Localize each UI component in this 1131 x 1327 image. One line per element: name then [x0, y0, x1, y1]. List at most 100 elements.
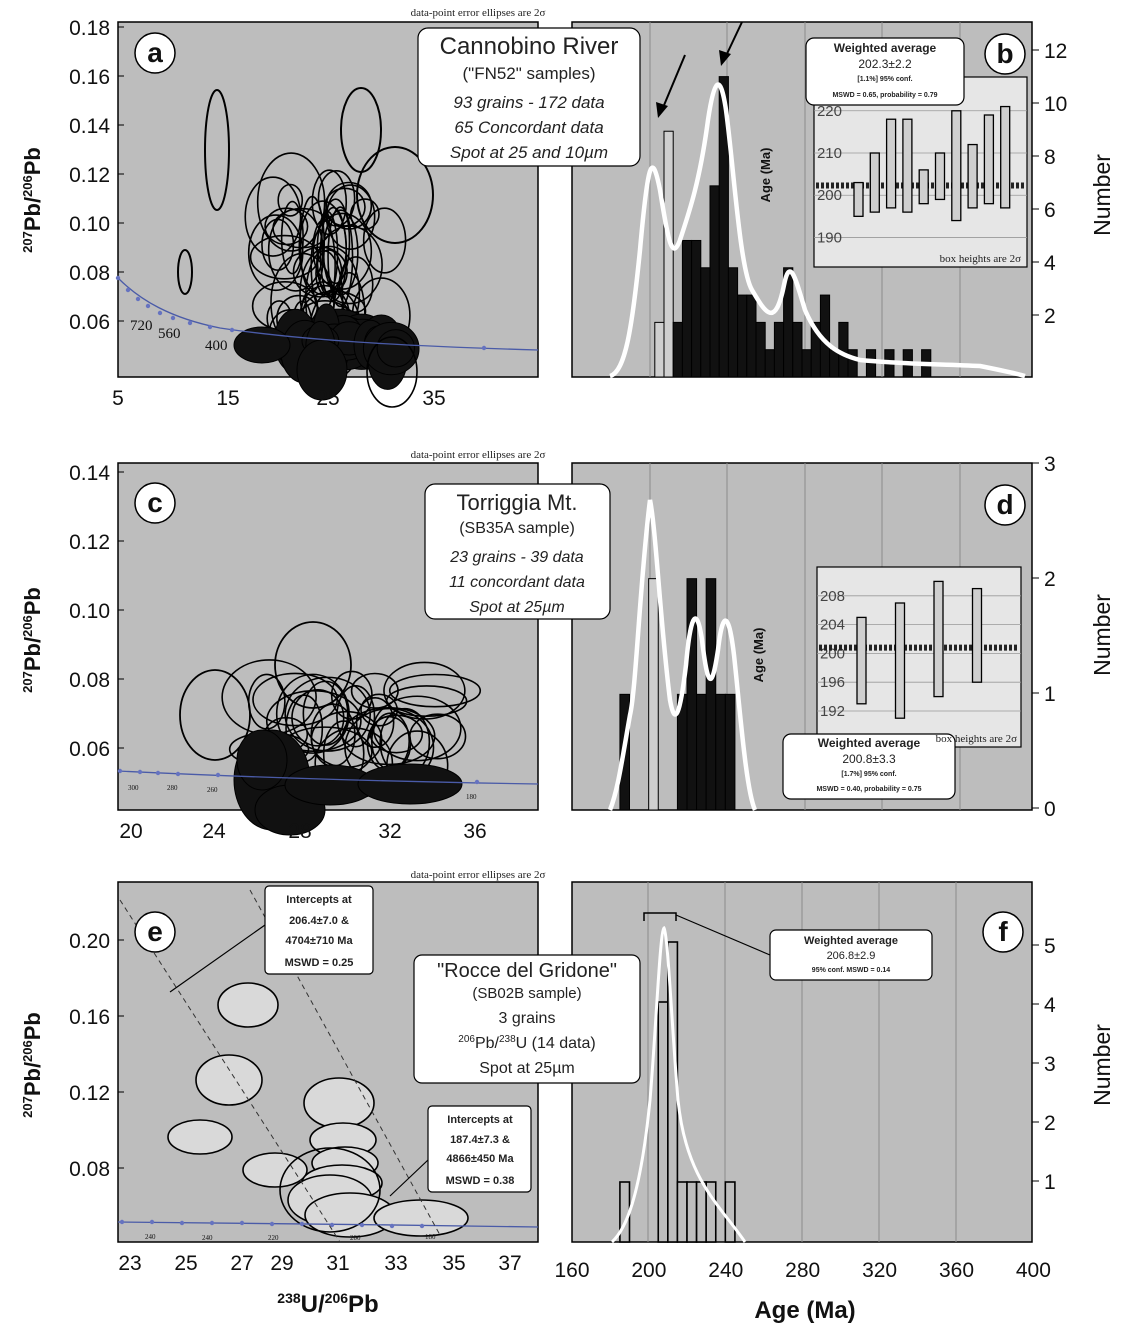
panel-e-top-note: data-point error ellipses are 2σ [411, 869, 546, 881]
svg-text:d: d [996, 489, 1013, 520]
panel-d-inset-ylabel: Age (Ma) [751, 628, 766, 683]
svg-text:260: 260 [207, 786, 218, 794]
panel-e-box-isotope-line: 206Pb/238U (14 data) [458, 1034, 595, 1052]
panel-f-histogram [619, 941, 736, 1243]
panel-b-histogram-bar [746, 294, 757, 378]
panel-b-inset-ytick: 190 [817, 229, 842, 246]
panel-a-ytick: 0.10 [69, 213, 110, 236]
panel-e-label: e [134, 911, 176, 953]
svg-text:Weighted average: Weighted average [804, 935, 898, 947]
panel-b-histogram-bar [847, 349, 858, 378]
svg-text:"Rocce del Gridone": "Rocce del Gridone" [437, 960, 617, 982]
svg-text:Cannobino River: Cannobino River [440, 33, 619, 60]
data-ellipse [355, 696, 395, 749]
svg-text:4866±450 Ma: 4866±450 Ma [446, 1153, 514, 1165]
panel-e-discordia-line-1 [119, 899, 341, 1243]
panel-b-inset-ytick: 200 [817, 187, 842, 204]
data-ellipse [267, 208, 324, 292]
panel-b-arrow-2-head [719, 50, 731, 66]
panel-e-concordia-labels: 240 240 220 200 180 [145, 1233, 436, 1242]
panel-a-ytick: 0.08 [69, 262, 110, 285]
panel-d-age-box [856, 616, 867, 705]
panel-f-xtick: 200 [631, 1259, 666, 1282]
panel-b-inset-ytick: 210 [817, 145, 842, 162]
panel-a-ytick: 0.18 [69, 17, 110, 40]
data-ellipse [362, 207, 407, 274]
panel-b-age-box [951, 110, 962, 222]
panel-a-ytick: 0.14 [69, 115, 110, 138]
panel-c-concordia-labels: 300 280 260 180 [128, 784, 477, 801]
svg-text:65 Concordant data: 65 Concordant data [454, 118, 603, 137]
svg-text:MSWD = 0.38: MSWD = 0.38 [446, 1175, 515, 1187]
svg-text:[1.7%] 95% conf.: [1.7%] 95% conf. [841, 771, 896, 778]
panel-b-weighted-average-box: Weighted average 202.3±2.2 [1.1%] 95% co… [805, 37, 965, 106]
data-ellipse [388, 673, 482, 708]
svg-text:240: 240 [145, 1233, 156, 1241]
svg-text:93 grains - 172 data: 93 grains - 172 data [453, 93, 604, 112]
svg-text:Spot at 25 and 10µm: Spot at 25 and 10µm [450, 143, 608, 162]
panel-b-arrow-2 [724, 21, 743, 59]
svg-text:MSWD = 0.40, probability = 0.7: MSWD = 0.40, probability = 0.75 [816, 786, 921, 793]
svg-text:c: c [147, 487, 163, 518]
panel-f-histogram-bar [724, 1181, 736, 1243]
panel-d-inset-ytick: 196 [820, 674, 845, 691]
panel-b-inset-ylabel: Age (Ma) [758, 148, 773, 203]
svg-text:200.8±3.3: 200.8±3.3 [842, 752, 896, 766]
data-ellipse [279, 1147, 381, 1233]
panel-e-xtick: 29 [270, 1252, 293, 1275]
panel-e-ytick: 0.12 [69, 1082, 110, 1105]
panel-e-intercept-upper-box: Intercepts at 206.4±7.0 & 4704±710 Ma MS… [264, 885, 374, 975]
data-ellipse [357, 763, 463, 805]
panel-b-ytick: 4 [1044, 252, 1056, 275]
panel-e-intercept-lower-leader [389, 1159, 429, 1197]
data-ellipse [338, 256, 374, 313]
panel-e-intercept-upper-leader [169, 924, 266, 993]
panel-f-ytick: 3 [1044, 1053, 1056, 1076]
panel-b-age-box [918, 169, 929, 205]
panel-c-ytick: 0.06 [69, 738, 110, 761]
panel-a-ytick: 0.06 [69, 311, 110, 334]
panel-b-inset-ytick: 220 [817, 103, 842, 120]
data-ellipse [383, 661, 466, 720]
panel-a-xtick: 5 [112, 387, 124, 410]
svg-text:560: 560 [158, 326, 181, 342]
svg-text:4704±710 Ma: 4704±710 Ma [285, 935, 353, 947]
panel-d-ytick: 1 [1044, 683, 1056, 706]
panel-b-probability-curve [609, 82, 1026, 379]
svg-text:Intercepts at: Intercepts at [447, 1114, 513, 1126]
panel-a-xtick: 15 [216, 387, 239, 410]
panel-f-histogram-bar [705, 1181, 717, 1243]
svg-text:MSWD = 0.65, probability = 0.7: MSWD = 0.65, probability = 0.79 [832, 92, 937, 99]
svg-text:Weighted average: Weighted average [834, 41, 937, 55]
data-ellipse [217, 982, 279, 1028]
panel-c-ytick: 0.08 [69, 669, 110, 692]
panel-b-ytick: 12 [1044, 40, 1067, 63]
panel-b-inset-grid: 190 200 210 220 [814, 103, 1027, 246]
svg-text:Torriggia Mt.: Torriggia Mt. [456, 490, 577, 515]
svg-text:b: b [996, 38, 1013, 69]
data-ellipse [195, 1054, 263, 1106]
data-ellipse [204, 89, 230, 211]
svg-text:187.4±7.3 &: 187.4±7.3 & [450, 1134, 510, 1146]
panel-e-concordia-curve [117, 1221, 539, 1228]
panel-d-inset [816, 566, 1022, 748]
panel-f-ylabel: Number [1089, 1024, 1115, 1106]
data-ellipse [177, 249, 193, 295]
tick-labels: 0.060.080.100.120.140.160.185 15 25 350.060… [69, 17, 1067, 1282]
svg-text:23 grains - 39 data: 23 grains - 39 data [449, 549, 584, 566]
data-ellipse [277, 183, 304, 217]
panel-d-histogram-bar [705, 578, 717, 811]
svg-text:Weighted average: Weighted average [818, 736, 921, 750]
panel-f-ytick: 4 [1044, 994, 1056, 1017]
data-ellipse [376, 329, 415, 368]
panel-c-ytick: 0.14 [69, 462, 110, 485]
panel-a-sample-box: Cannobino River ("FN52" samples) 93 grai… [417, 27, 641, 167]
data-ellipse [317, 170, 356, 227]
panel-b-age-box [853, 181, 864, 217]
data-ellipse [409, 713, 467, 760]
panel-a-xtick: 25 [316, 387, 339, 410]
panel-d-ytick: 2 [1044, 568, 1056, 591]
panel-f-histogram-bar [657, 1001, 669, 1243]
panel-c-top-note: data-point error ellipses are 2σ [411, 449, 546, 461]
